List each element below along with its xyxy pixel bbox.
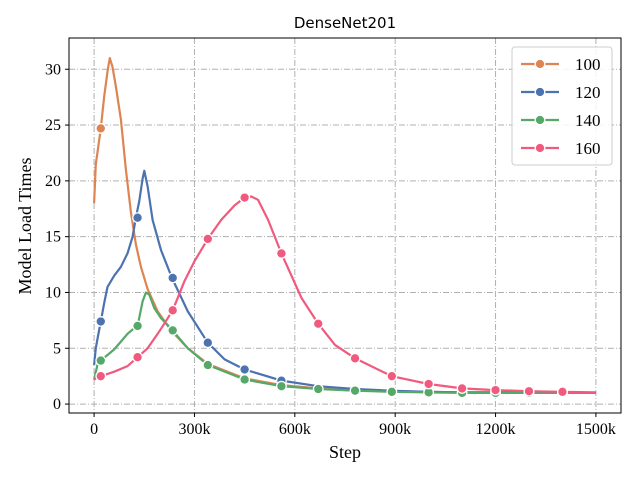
series-point-160 [167,304,179,316]
series-point-120 [167,272,179,284]
series-markers [95,122,568,399]
series-line-160 [93,195,596,394]
series-point-140 [312,383,324,395]
y-tick-label: 25 [45,117,61,134]
legend-label-120: 120 [575,83,601,102]
y-tick-label: 10 [45,284,61,301]
series-point-160 [456,382,468,394]
x-tick-label: 300k [178,421,210,438]
series-point-160 [312,318,324,330]
legend-marker-160 [534,142,546,154]
series-point-140 [239,374,251,385]
series-point-140 [167,324,179,336]
legend-label-160: 160 [575,139,601,158]
y-tick-label: 0 [53,396,61,413]
legend-marker-140 [534,114,546,126]
series-point-140 [386,386,398,398]
x-tick-label: 0 [90,421,98,438]
series-point-140 [202,359,214,371]
x-tick-label: 1500k [576,421,616,438]
x-axis-label: Step [329,442,361,462]
series-point-140 [275,380,287,392]
legend: 100 120 140 160 [511,46,613,166]
series-point-140 [349,385,361,397]
legend-label-140: 140 [575,111,601,130]
series-point-160 [239,192,251,204]
chart-title: DenseNet201 [294,14,396,32]
legend-marker-120 [534,86,546,98]
x-tick-label: 600k [279,421,311,438]
x-tick-label: 900k [379,421,411,438]
series-point-140 [95,355,107,366]
series-line-140 [93,291,596,394]
y-tick-label: 20 [45,173,61,190]
series-point-160 [349,352,361,364]
series-point-160 [202,233,214,245]
series-point-160 [490,384,501,396]
legend-label-100: 100 [575,55,601,74]
series-point-120 [202,337,214,349]
series-lines [93,57,596,394]
axis-ticks: 0 300k 600k 900k 1200k 1500k 0 5 10 15 20 25 30 [45,61,616,438]
y-tick-label: 15 [45,229,61,246]
series-point-120 [132,212,144,224]
plot-frame [68,37,622,414]
series-point-160 [275,247,287,259]
series-point-120 [95,316,107,327]
series-point-120 [239,364,251,375]
y-axis-label: Model Load Times [15,157,35,294]
legend-box [511,46,613,166]
series-point-100 [95,122,107,134]
legend-marker-100 [534,58,546,70]
x-tick-label: 1200k [476,421,516,438]
y-tick-label: 5 [53,340,61,357]
y-tick-label: 30 [45,61,61,78]
series-point-160 [132,351,144,363]
series-point-160 [523,385,535,397]
series-point-140 [132,320,144,332]
series-point-160 [386,370,398,382]
series-point-160 [95,370,107,382]
series-point-160 [423,378,435,390]
series-point-160 [557,386,568,398]
